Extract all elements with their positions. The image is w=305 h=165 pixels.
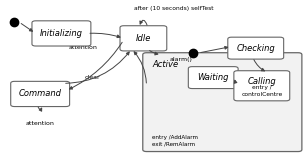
Text: Checking: Checking [236, 44, 275, 53]
FancyBboxPatch shape [120, 26, 167, 51]
Text: entry /AddAlarm
exit /RemAlarm: entry /AddAlarm exit /RemAlarm [152, 135, 199, 146]
Text: Command: Command [19, 89, 62, 99]
Text: alarm(): alarm() [169, 57, 192, 62]
Text: clear: clear [84, 75, 100, 80]
FancyBboxPatch shape [11, 81, 70, 107]
Text: after (10 seconds) selfTest: after (10 seconds) selfTest [134, 6, 214, 11]
Text: Waiting: Waiting [197, 73, 229, 82]
FancyBboxPatch shape [143, 53, 302, 151]
Text: attention: attention [69, 45, 98, 50]
FancyBboxPatch shape [228, 37, 284, 59]
Text: Active: Active [152, 60, 179, 69]
FancyBboxPatch shape [32, 21, 91, 46]
Text: Calling: Calling [247, 77, 276, 86]
Text: Initializing: Initializing [40, 29, 83, 38]
Text: entry /
controlCentre: entry / controlCentre [241, 85, 282, 97]
FancyBboxPatch shape [188, 67, 238, 89]
Text: Idle: Idle [136, 34, 151, 43]
Text: attention: attention [26, 121, 55, 126]
FancyBboxPatch shape [234, 71, 290, 101]
